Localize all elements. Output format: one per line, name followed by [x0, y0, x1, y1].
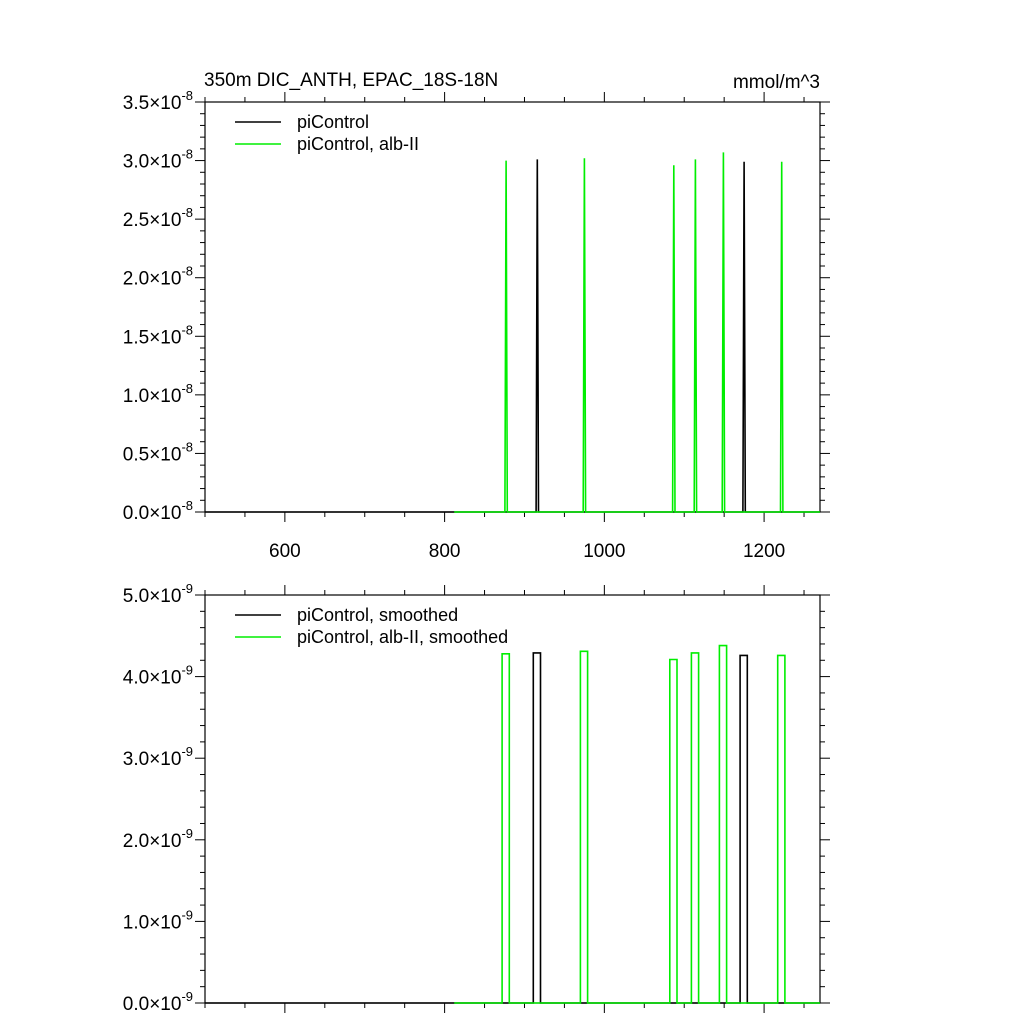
- y-tick-label: 2.0×10-8: [123, 264, 193, 290]
- y-tick-label: 1.0×10-8: [123, 381, 193, 407]
- x-tick-label: 1200: [743, 541, 785, 562]
- y-tick-label: 1.5×10-8: [123, 322, 193, 348]
- y-tick-label: 3.5×10-8: [123, 88, 193, 114]
- bottom-panel: 0.0×10-9 1.0×10-9 2.0×10-9 3.0×10-9 4.0×10-9…: [123, 581, 830, 1015]
- legend-label: piControl, smoothed: [297, 605, 458, 625]
- chart-title: 350m DIC_ANTH, EPAC_18S-18N: [204, 70, 498, 91]
- y-tick-label: 1.0×10-9: [123, 907, 193, 933]
- y-tick-label: 3.0×10-8: [123, 147, 193, 173]
- legend-label: piControl, alb-II, smoothed: [297, 627, 508, 647]
- top-panel: 600 800 1000 1200 0.0×10-8 0.5×10-8 1.0×10-8 1.…: [123, 88, 830, 562]
- y-tick-label: 5.0×10-9: [123, 581, 193, 607]
- legend-label: piControl, alb-II: [297, 134, 419, 154]
- y-tick-label: 0.5×10-8: [123, 439, 193, 465]
- series-line: [454, 152, 820, 513]
- plot-frame: [204, 594, 821, 1004]
- y-tick-label: 4.0×10-9: [123, 663, 193, 689]
- x-tick-label: 1000: [583, 541, 625, 562]
- units-label: mmol/m^3: [733, 72, 820, 93]
- y-tick-label: 0.0×10-8: [123, 498, 193, 524]
- y-tick-label: 2.0×10-9: [123, 826, 193, 852]
- x-tick-label: 800: [429, 541, 461, 562]
- plot-frame: [204, 101, 821, 513]
- y-tick-label: 3.0×10-9: [123, 744, 193, 770]
- legend-label: piControl: [297, 112, 369, 132]
- x-tick-label: 600: [269, 541, 301, 562]
- y-tick-label: 0.0×10-9: [123, 989, 193, 1015]
- series-line: [205, 159, 820, 513]
- y-tick-label: 2.5×10-8: [123, 205, 193, 231]
- series-line: [454, 644, 820, 1004]
- series-line: [205, 652, 820, 1004]
